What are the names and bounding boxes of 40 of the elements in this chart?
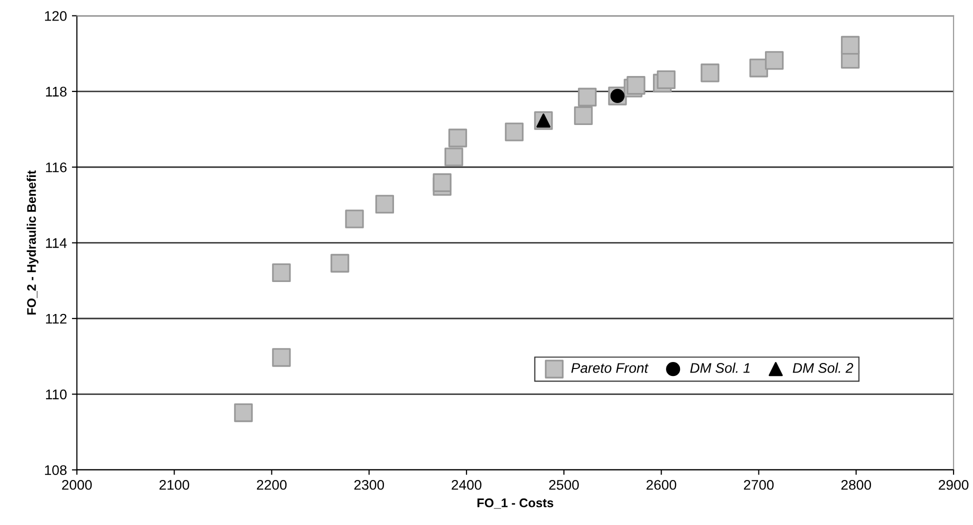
legend-label: DM Sol. 1 — [690, 362, 750, 373]
point — [448, 128, 468, 148]
point — [272, 263, 291, 282]
y-tick-label: 120 — [45, 11, 67, 21]
point — [234, 403, 253, 422]
point — [574, 106, 593, 125]
point — [330, 254, 350, 273]
point — [444, 148, 464, 166]
x-tick-label: 2500 — [549, 480, 579, 490]
y-tick-label: 114 — [46, 238, 67, 248]
y-tick-label: 108 — [45, 465, 67, 476]
y-axis-title: FO_2 - Hydraulic Benefit — [26, 170, 38, 315]
x-tick-label: 2700 — [744, 480, 774, 490]
point — [656, 70, 676, 90]
x-tick-label: 2300 — [354, 480, 384, 490]
point — [272, 348, 291, 367]
point — [504, 122, 524, 142]
point — [840, 36, 860, 55]
x-tick-label: 2000 — [62, 480, 92, 490]
y-tick-label: 112 — [46, 314, 66, 324]
point — [764, 51, 784, 70]
point — [345, 210, 364, 228]
x-tick-label: 2400 — [452, 480, 482, 490]
point — [700, 64, 720, 82]
y-tick-label: 110 — [46, 390, 67, 400]
legend-label: DM Sol. 2 — [792, 362, 854, 373]
point — [626, 76, 646, 95]
point — [375, 194, 394, 214]
x-tick-label: 2800 — [841, 480, 872, 490]
legend-label: Pareto Front — [571, 363, 649, 373]
x-axis-title: FO_1 - Costs — [477, 498, 554, 509]
x-tick-label: 2600 — [646, 480, 676, 490]
point — [578, 88, 597, 106]
x-tick-label: 2900 — [938, 480, 968, 490]
y-tick-label: 116 — [46, 162, 67, 172]
point — [432, 173, 452, 192]
point — [749, 58, 768, 78]
x-tick-label: 2200 — [256, 480, 287, 490]
y-tick-label: 118 — [46, 86, 67, 97]
x-tick-label: 2100 — [160, 480, 190, 490]
